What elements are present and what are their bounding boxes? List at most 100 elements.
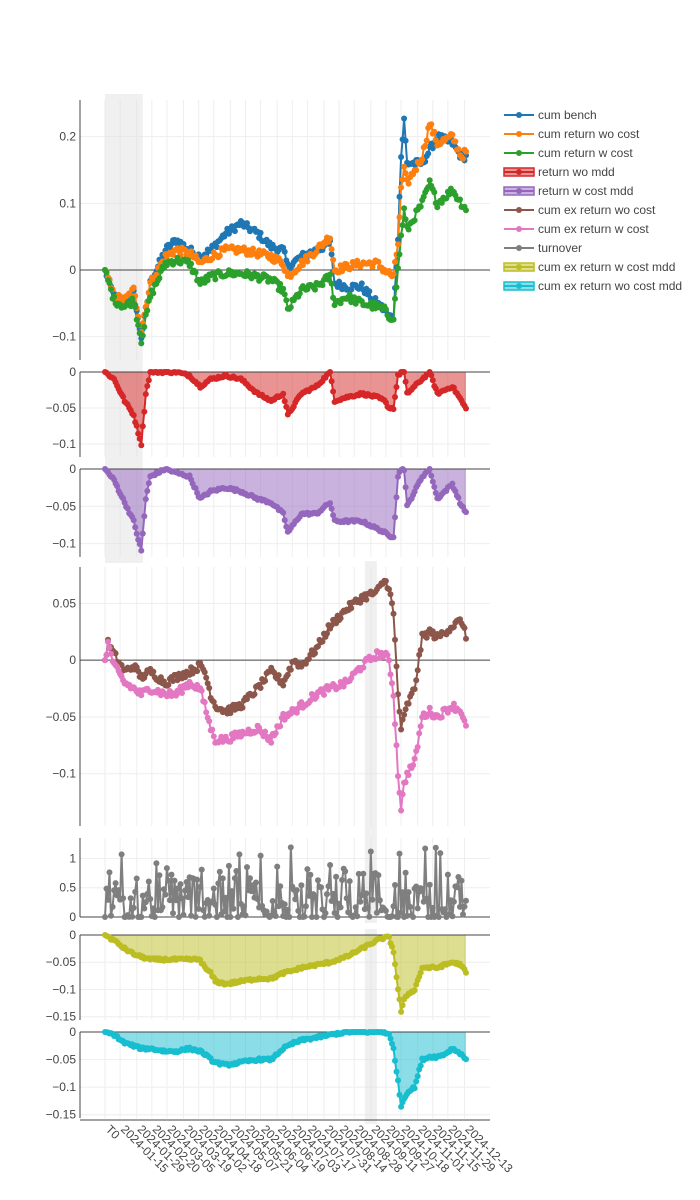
- data-point: [463, 207, 469, 214]
- data-point: [147, 896, 154, 902]
- legend[interactable]: cum bench cum return wo cost cum return w …: [503, 108, 682, 293]
- data-point: [124, 505, 131, 512]
- legend-item[interactable]: return w cost mdd: [503, 184, 633, 198]
- data-point: [463, 897, 469, 904]
- y-tick-label: 0: [69, 653, 76, 667]
- data-point: [386, 933, 392, 940]
- data-point: [307, 697, 314, 704]
- data-point: [145, 377, 152, 384]
- data-point: [398, 232, 405, 239]
- data-point: [130, 904, 137, 911]
- legend-marker: [516, 131, 522, 137]
- data-point: [272, 730, 279, 737]
- data-point: [165, 681, 172, 688]
- data-point: [402, 137, 409, 144]
- series-fill-8: [105, 935, 466, 1012]
- data-point: [277, 723, 284, 730]
- legend-item[interactable]: cum ex return wo cost mdd: [503, 279, 682, 293]
- data-point: [417, 203, 424, 210]
- data-point: [109, 903, 116, 910]
- data-point: [395, 1077, 401, 1084]
- y-tick-label: −0.1: [52, 767, 76, 781]
- data-point: [405, 772, 412, 778]
- data-point: [402, 779, 409, 786]
- data-point: [390, 610, 397, 617]
- data-point: [192, 269, 199, 276]
- data-point: [444, 871, 451, 878]
- data-point: [392, 961, 398, 968]
- data-point: [281, 291, 288, 298]
- y-tick-label: −0.15: [46, 1010, 77, 1024]
- data-point: [142, 496, 149, 503]
- legend-item[interactable]: cum ex return w cost: [504, 222, 649, 236]
- data-point: [144, 307, 151, 314]
- data-point: [396, 708, 403, 715]
- legend-item[interactable]: cum bench: [504, 108, 597, 122]
- data-point: [426, 177, 433, 184]
- series-markers: [102, 115, 469, 1110]
- data-point: [390, 949, 397, 956]
- data-point: [357, 898, 364, 905]
- legend-item[interactable]: cum return wo cost: [504, 127, 640, 141]
- data-point: [413, 883, 420, 890]
- data-point: [206, 912, 213, 919]
- data-point: [422, 142, 429, 149]
- data-point: [348, 264, 355, 271]
- data-point: [389, 913, 395, 920]
- data-point: [139, 530, 146, 537]
- data-point: [441, 906, 448, 913]
- legend-item[interactable]: turnover: [504, 241, 582, 255]
- data-point: [411, 686, 418, 693]
- data-point: [138, 547, 145, 554]
- data-point: [144, 383, 151, 389]
- legend-item[interactable]: cum return w cost: [504, 146, 633, 160]
- series-fill-3: [105, 372, 466, 446]
- data-point: [192, 485, 199, 492]
- data-point: [203, 674, 210, 681]
- data-point: [296, 290, 303, 297]
- data-point: [414, 744, 421, 750]
- data-point: [120, 895, 127, 902]
- y-tick-label: 0.2: [59, 130, 76, 144]
- data-point: [376, 897, 383, 904]
- data-point: [396, 996, 403, 1003]
- data-point: [228, 888, 235, 895]
- data-point: [455, 494, 462, 501]
- data-point: [402, 706, 409, 713]
- data-point: [392, 394, 398, 400]
- data-point: [386, 1031, 392, 1037]
- y-tick-label: −0.1: [52, 330, 76, 344]
- data-point: [194, 668, 201, 675]
- data-point: [463, 148, 469, 155]
- legend-item[interactable]: cum ex return w cost mdd: [503, 260, 675, 274]
- data-point: [174, 254, 181, 261]
- data-point: [322, 910, 329, 917]
- legend-label: cum ex return wo cost: [538, 203, 656, 217]
- data-point: [138, 442, 145, 449]
- data-point: [334, 914, 341, 920]
- data-point: [327, 369, 334, 375]
- y-tick-label: 0.05: [53, 596, 77, 610]
- data-point: [386, 586, 392, 593]
- legend-item[interactable]: return wo mdd: [503, 165, 615, 179]
- data-point: [426, 704, 433, 711]
- y-tick-label: −0.05: [46, 1053, 77, 1067]
- data-point: [141, 513, 148, 520]
- data-point: [392, 295, 398, 302]
- legend-marker: [516, 226, 522, 232]
- data-point: [382, 907, 389, 914]
- data-point: [324, 630, 330, 637]
- legend-item[interactable]: cum ex return wo cost: [504, 203, 656, 217]
- data-point: [426, 466, 433, 472]
- data-point: [410, 762, 417, 769]
- data-point: [401, 163, 408, 170]
- data-point: [247, 875, 253, 882]
- data-point: [318, 884, 324, 891]
- data-point: [192, 913, 199, 920]
- data-point: [382, 306, 389, 313]
- data-point: [118, 851, 125, 858]
- y-tick-label: −0.1: [52, 437, 76, 451]
- data-point: [305, 892, 312, 899]
- data-point: [457, 903, 463, 910]
